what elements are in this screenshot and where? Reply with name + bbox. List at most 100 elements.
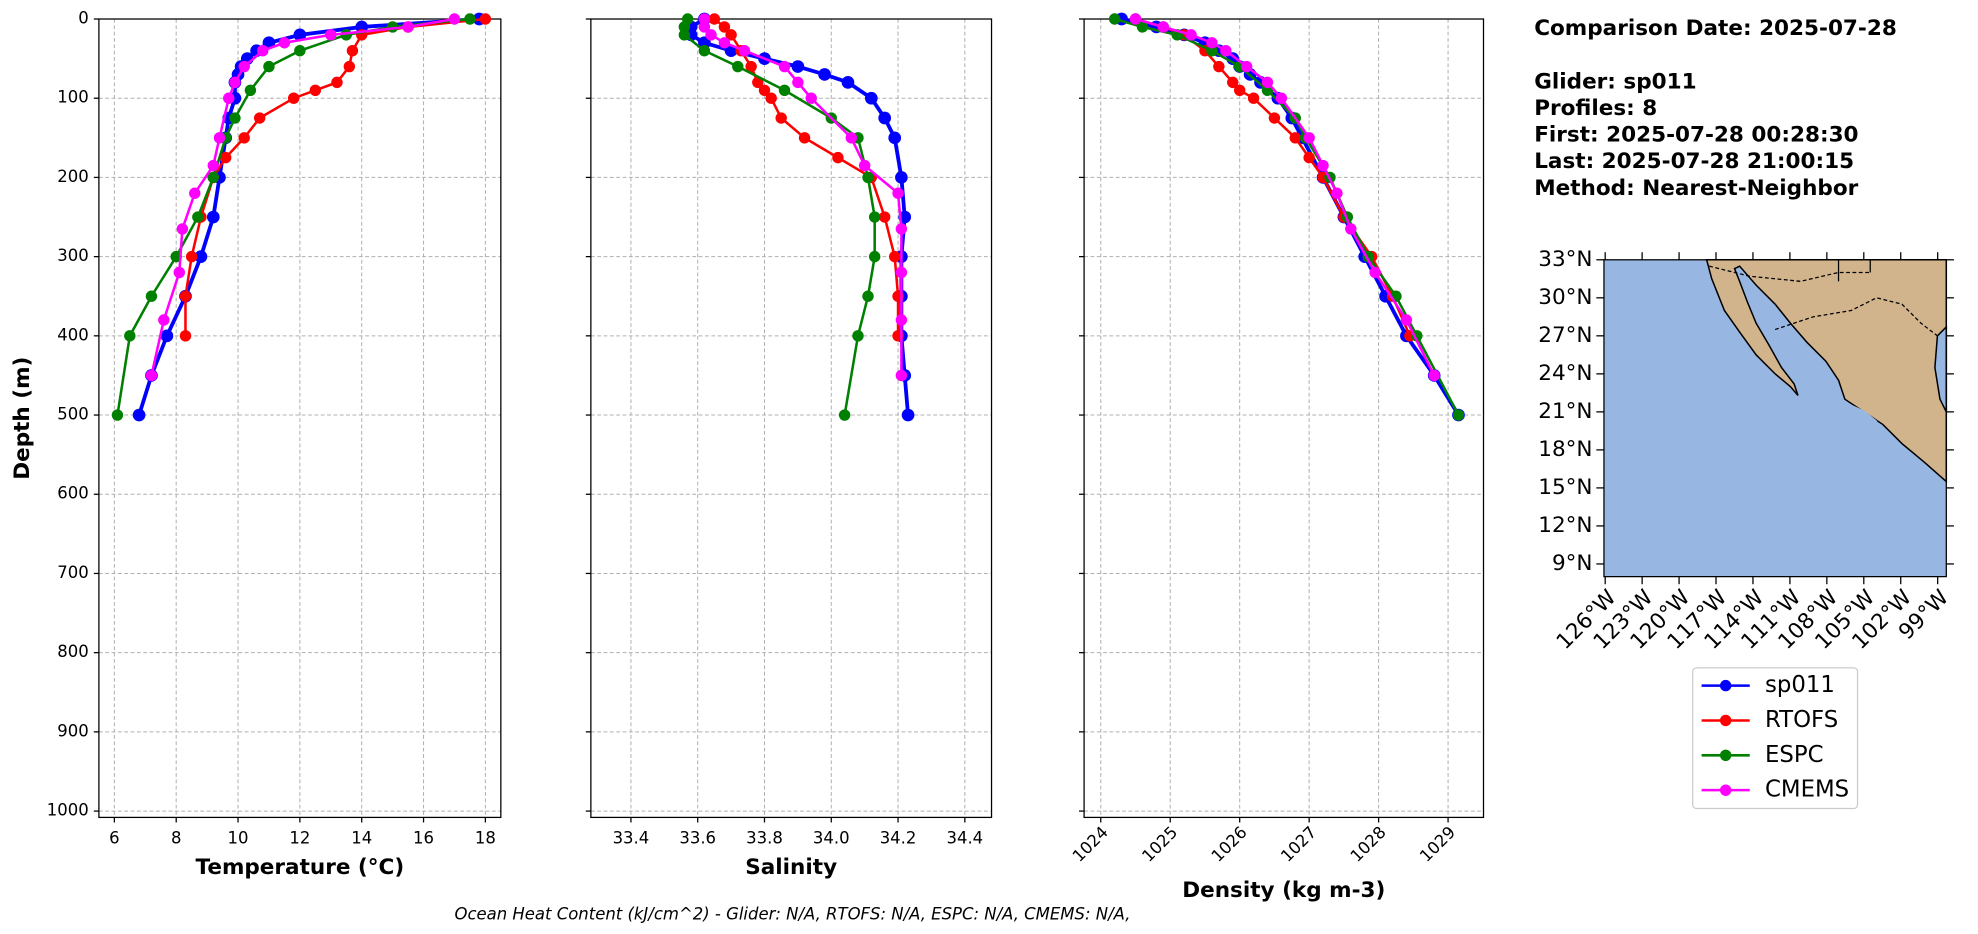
x-tick-label: 8 (171, 828, 181, 847)
lat-label: 18°N (1538, 437, 1592, 462)
data-point (878, 111, 892, 125)
data-point (1227, 76, 1239, 89)
x-axis-label: Density (kg m-3) (1182, 878, 1385, 903)
x-tick-label: 33.6 (679, 828, 716, 847)
x-tick-label: 33.4 (613, 828, 650, 847)
data-point (1331, 187, 1343, 199)
data-point (179, 290, 192, 302)
data-point (1157, 21, 1169, 33)
data-point (778, 84, 791, 96)
data-point (1206, 37, 1218, 49)
x-tick-label: 16 (413, 828, 434, 847)
data-point (845, 132, 858, 144)
y-tick-label: 200 (57, 167, 88, 186)
footer: Ocean Heat Content (kJ/cm^2) - Glider: N… (454, 904, 1130, 923)
data-point (868, 250, 881, 263)
data-point (287, 92, 300, 104)
x-tick-label: 6 (109, 828, 119, 847)
y-tick-label: 900 (57, 721, 88, 740)
data-point (132, 408, 146, 422)
axes-frame (1083, 18, 1485, 819)
data-point (176, 223, 189, 235)
data-point (206, 210, 220, 224)
data-point (698, 36, 711, 50)
data-point (124, 330, 136, 342)
data-point (278, 37, 291, 49)
data-point (160, 329, 174, 343)
data-point (1428, 369, 1440, 382)
data-point (738, 44, 751, 57)
data-point (343, 60, 356, 73)
data-point (1233, 84, 1246, 96)
profile-line (116, 17, 471, 416)
lat-label: 9°N (1552, 551, 1593, 576)
x-axis-label: Salinity (745, 855, 837, 880)
profile-line (713, 18, 900, 336)
data-point (798, 132, 811, 144)
profile-line (184, 17, 486, 336)
y-axis-label: Depth (m) (10, 357, 35, 480)
data-point (775, 112, 787, 124)
data-point (179, 330, 192, 342)
data-point (238, 60, 250, 73)
data-point (229, 76, 241, 89)
data-point (1289, 132, 1301, 144)
data-point (698, 44, 711, 57)
data-point (331, 76, 343, 89)
lat-label: 15°N (1538, 475, 1592, 500)
y-tick-label: 300 (57, 246, 88, 265)
y-tick-label: 600 (57, 484, 88, 503)
y-tick-label: 700 (57, 563, 88, 582)
y-tick-label: 1000 (47, 801, 89, 820)
data-point (111, 409, 124, 421)
legend-label: CMEMS (1765, 777, 1849, 803)
state-border (1774, 297, 1938, 337)
data-point (745, 60, 757, 73)
data-point (778, 60, 791, 73)
legend-marker (1719, 679, 1732, 692)
data-point (1303, 132, 1315, 144)
lat-label: 27°N (1538, 323, 1592, 348)
axes-frame (98, 18, 502, 819)
data-point (145, 290, 158, 302)
y-tick-label: 400 (57, 325, 88, 344)
data-point (862, 290, 874, 302)
data-point (888, 131, 902, 145)
data-point (708, 13, 721, 25)
data-point (725, 29, 737, 41)
x-tick-label: 12 (289, 828, 310, 847)
lat-label: 24°N (1538, 361, 1592, 386)
data-point (1275, 92, 1288, 104)
data-point (158, 314, 170, 326)
info-line: Glider: sp011 (1534, 69, 1696, 94)
data-point (901, 408, 915, 422)
data-point (253, 112, 266, 124)
data-point (818, 68, 831, 81)
data-point (858, 159, 871, 172)
info-line: First: 2025-07-28 00:28:30 (1534, 123, 1858, 148)
data-point (207, 171, 220, 184)
legend-label: sp011 (1765, 672, 1835, 698)
data-point (189, 187, 201, 199)
data-point (698, 13, 711, 25)
data-point (464, 13, 476, 25)
data-point (868, 211, 881, 223)
data-point (705, 29, 717, 41)
data-point (678, 21, 691, 33)
data-point (864, 91, 878, 105)
data-point (698, 21, 711, 33)
legend-marker (1719, 714, 1732, 727)
data-point (263, 60, 275, 73)
data-point (852, 330, 864, 342)
data-point (1369, 266, 1381, 279)
x-axis-label: Temperature (°C) (196, 855, 405, 880)
data-point (841, 76, 855, 89)
data-point (213, 132, 226, 144)
data-point (185, 250, 198, 263)
data-point (862, 171, 874, 184)
x-tick-label: 14 (351, 828, 372, 847)
data-point (223, 92, 235, 104)
data-point (678, 29, 691, 41)
lat-label: 12°N (1538, 513, 1592, 538)
data-point (765, 92, 777, 104)
